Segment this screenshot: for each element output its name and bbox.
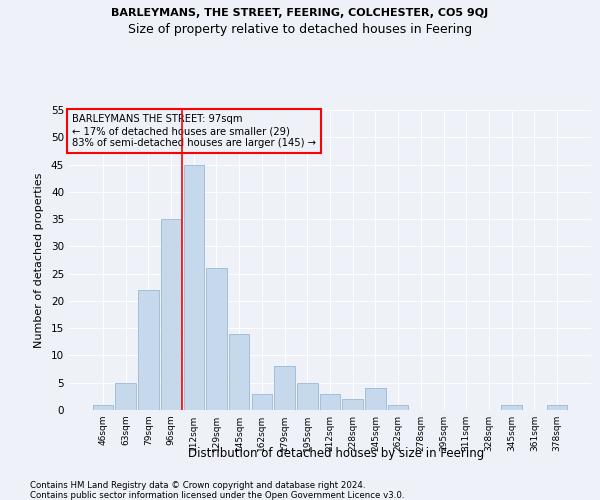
Text: Distribution of detached houses by size in Feering: Distribution of detached houses by size … (188, 448, 484, 460)
Bar (251, 394, 272, 410)
Bar (365, 388, 386, 410)
Bar (229, 334, 250, 410)
Bar (343, 399, 363, 410)
Text: Contains public sector information licensed under the Open Government Licence v3: Contains public sector information licen… (30, 491, 404, 500)
Bar (115, 382, 136, 410)
Text: BARLEYMANS, THE STREET, FEERING, COLCHESTER, CO5 9QJ: BARLEYMANS, THE STREET, FEERING, COLCHES… (112, 8, 488, 18)
Bar (502, 404, 522, 410)
Bar (138, 290, 158, 410)
Bar (161, 219, 181, 410)
Bar (184, 164, 204, 410)
Bar (297, 382, 317, 410)
Bar (93, 404, 113, 410)
Bar (320, 394, 340, 410)
Text: BARLEYMANS THE STREET: 97sqm
← 17% of detached houses are smaller (29)
83% of se: BARLEYMANS THE STREET: 97sqm ← 17% of de… (71, 114, 316, 148)
Text: Size of property relative to detached houses in Feering: Size of property relative to detached ho… (128, 22, 472, 36)
Bar (547, 404, 567, 410)
Text: Contains HM Land Registry data © Crown copyright and database right 2024.: Contains HM Land Registry data © Crown c… (30, 481, 365, 490)
Bar (206, 268, 227, 410)
Bar (274, 366, 295, 410)
Bar (388, 404, 409, 410)
Y-axis label: Number of detached properties: Number of detached properties (34, 172, 44, 348)
